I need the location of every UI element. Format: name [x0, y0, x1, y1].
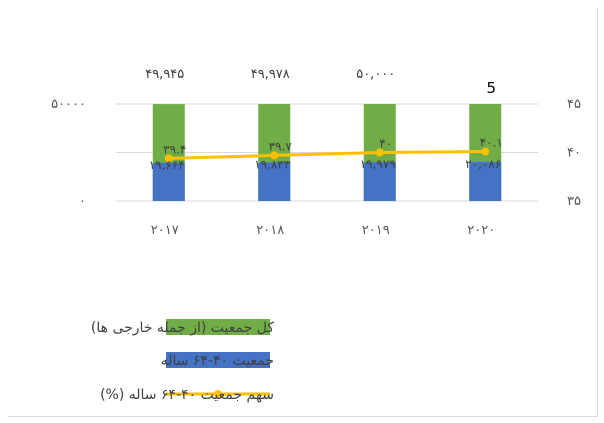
data-label-population: ۱۹,۹۷۹	[360, 157, 396, 171]
legend-swatch	[166, 352, 270, 368]
y-tick-label-right: ۴۰	[567, 146, 581, 161]
share-point	[164, 154, 173, 163]
x-tick-label: ۲۰۱۸	[256, 223, 284, 238]
x-tick-label: ۲۰۱۹	[362, 223, 390, 238]
x-tick-label: ۲۰۲۰	[467, 223, 495, 238]
data-label-total: ۴۹,۹۷۸	[251, 67, 290, 82]
bar-population-40-64	[363, 162, 396, 201]
y-tick-label-left: ۰	[79, 194, 86, 209]
data-label-total: ۴۹,۹۴۵	[145, 67, 184, 82]
bar-population-40-64	[152, 162, 185, 201]
y-tick-label-left: ۵۰۰۰۰	[51, 97, 86, 112]
legend-label: سهم جمعیت ۴۰-۶۴ ساله (%)	[100, 387, 274, 403]
data-label-share: ۳۹.۷	[269, 139, 293, 153]
data-label-total: ۵۰,۰۰۰	[356, 67, 395, 82]
share-line	[168, 150, 486, 160]
bar-population-40-64	[469, 162, 502, 201]
share-point	[270, 151, 279, 160]
data-label-population: ۱۹,۶۶۴	[149, 158, 185, 172]
chart-area	[8, 8, 598, 417]
data-label-share: ۴۰.۱	[480, 136, 503, 150]
data-label-total: 5	[486, 79, 496, 97]
legend-label: کل جمعیت (از جمله خارجی ها)	[91, 320, 274, 336]
legend-label: جمعیت ۴۰-۶۴ ساله	[161, 353, 274, 369]
y-tick-label-right: ۳۵	[567, 194, 581, 209]
data-label-share: ۴۰	[379, 137, 392, 151]
legend-swatch	[166, 319, 270, 335]
data-label-share: ۳۹.۴	[163, 142, 186, 156]
data-label-population: ۲۰,۰۸۶	[465, 157, 501, 171]
data-label-population: ۱۹,۸۳۳	[254, 158, 291, 172]
share-point	[375, 148, 384, 157]
legend-marker	[214, 390, 222, 398]
x-tick-label: ۲۰۱۷	[151, 223, 179, 238]
bar-population-40-64	[258, 162, 291, 201]
share-point	[481, 147, 490, 156]
y-tick-label-right: ۴۵	[567, 97, 581, 112]
